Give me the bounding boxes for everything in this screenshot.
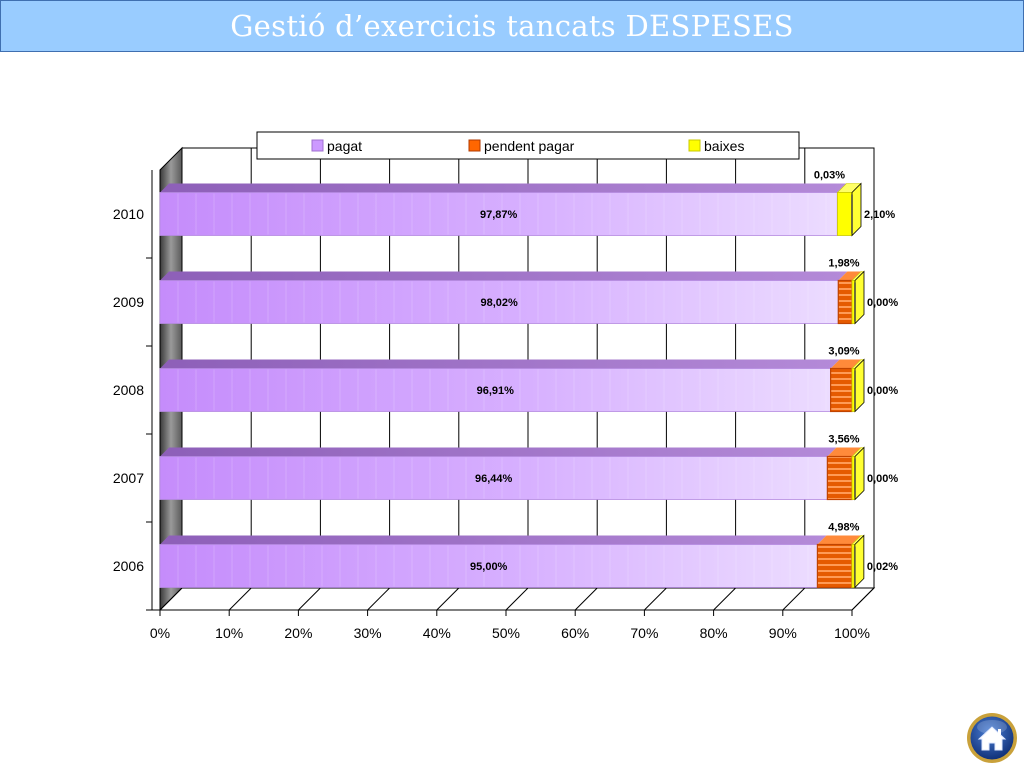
x-tick-label: 30% <box>354 625 382 641</box>
category-label: 2009 <box>113 294 144 310</box>
data-label-baixes: 2,10% <box>864 209 895 221</box>
bar-end-shade <box>854 458 856 498</box>
legend-box <box>256 131 800 160</box>
bar-pendent-top <box>830 359 861 369</box>
x-tick-label: 100% <box>834 625 870 641</box>
data-label-pagat: 95,00% <box>470 561 508 573</box>
data-label-baixes: 0,00% <box>867 385 898 397</box>
bar-pendent <box>837 279 853 325</box>
bar-end-cap <box>854 446 865 501</box>
x-tick-label: 10% <box>215 625 243 641</box>
data-label-pagat: 96,91% <box>477 385 515 397</box>
x-tick-label: 60% <box>561 625 589 641</box>
bar-pagat-top <box>160 183 847 193</box>
x-tick-label: 70% <box>630 625 658 641</box>
bar-pagat <box>159 456 828 500</box>
bar-pagat-top <box>160 535 827 545</box>
gridline-floor <box>159 587 183 611</box>
bar-end-shade <box>854 282 856 322</box>
bar-pendent-top <box>827 447 861 457</box>
bar-pendent-top <box>838 271 861 281</box>
x-tick-label: 50% <box>492 625 520 641</box>
data-label-pendent: 3,56% <box>828 434 859 446</box>
bar-pagat-top <box>160 359 840 369</box>
data-label-pendent: 3,09% <box>828 346 859 358</box>
gridline-floor <box>367 587 390 611</box>
gridline-floor <box>713 587 736 611</box>
bar-pendent <box>830 367 853 413</box>
bar-baixes <box>837 192 853 236</box>
bar-pagat-top <box>160 271 848 281</box>
category-label: 2006 <box>113 558 144 574</box>
bar-pagat <box>159 280 839 324</box>
gridline-floor <box>436 587 460 611</box>
data-label-baixes: 0,00% <box>867 297 898 309</box>
legend-label: pagat <box>327 138 362 154</box>
data-label-pagat: 98,02% <box>480 297 518 309</box>
gridline-floor <box>505 587 529 611</box>
bar-pagat <box>159 544 818 588</box>
bar-pagat <box>159 368 832 412</box>
legend-swatch <box>468 139 481 152</box>
category-label: 2007 <box>113 470 144 486</box>
legend-label: baixes <box>704 138 744 154</box>
bar-pendent <box>826 455 853 501</box>
bar-end-shade <box>853 546 856 586</box>
data-label-pendent: 1,98% <box>828 258 859 270</box>
x-tick-label: 0% <box>150 625 170 641</box>
data-label-pendent: 4,98% <box>828 522 859 534</box>
gridline-floor <box>574 587 598 611</box>
page-title: Gestió d’exercicis tancats DESPESES <box>230 9 794 43</box>
x-tick-label: 20% <box>284 625 312 641</box>
x-tick-label: 80% <box>700 625 728 641</box>
x-tick-label: 40% <box>423 625 451 641</box>
home-icon <box>967 713 1017 763</box>
title-bar: Gestió d’exercicis tancats DESPESES <box>0 0 1024 52</box>
data-label-baixes: 0,00% <box>867 473 898 485</box>
data-label-pagat: 96,44% <box>475 473 513 485</box>
bar-pagat <box>159 192 838 236</box>
bar-end-cap <box>854 534 865 589</box>
bar-end-shade <box>851 194 853 234</box>
bar-end-cap <box>854 270 865 325</box>
bar-pendent-top <box>817 535 861 545</box>
home-button[interactable] <box>966 712 1018 764</box>
gridline-floor <box>782 587 806 611</box>
bar-end-shade <box>854 370 856 410</box>
legend-swatch <box>688 139 701 152</box>
bar-end-cap <box>851 182 862 237</box>
legend-label: pendent pagar <box>484 138 575 154</box>
data-label-pagat: 97,87% <box>480 209 518 221</box>
gridline-floor <box>851 587 875 611</box>
bar-pagat-top <box>160 447 837 457</box>
data-label-pendent: 0,03% <box>814 170 845 182</box>
category-label: 2010 <box>113 206 144 222</box>
gridline-floor <box>228 587 252 611</box>
data-label-baixes: 0,02% <box>867 561 898 573</box>
category-label: 2008 <box>113 382 144 398</box>
x-tick-label: 90% <box>769 625 797 641</box>
gridline-floor <box>644 587 667 611</box>
gridline-floor <box>298 587 321 611</box>
legend-swatch <box>311 139 324 152</box>
bar-end-cap <box>854 358 865 413</box>
bar-pendent <box>816 543 853 589</box>
